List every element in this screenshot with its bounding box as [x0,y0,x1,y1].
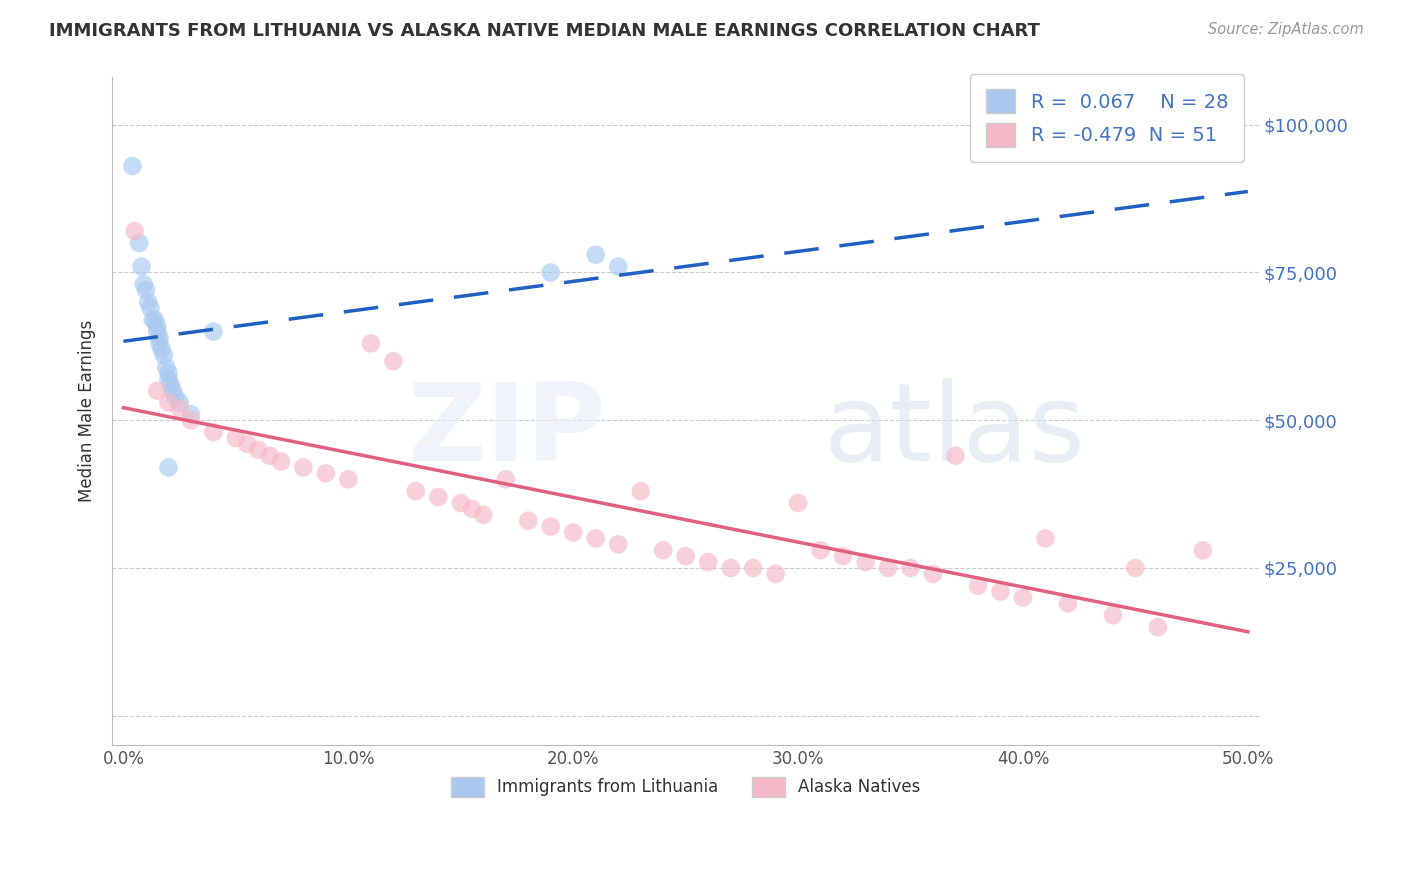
Point [165,390,187,404]
Point [1012,591,1035,605]
Point [157,395,180,409]
Point [146,384,169,398]
Point [900,561,922,575]
Point [136,295,159,310]
Point [945,449,967,463]
Point [1147,620,1170,634]
Point [162,384,184,398]
Point [202,425,225,439]
Point [450,496,472,510]
Point [1035,532,1057,546]
Point [315,467,337,481]
Point [967,579,990,593]
Point [128,235,150,250]
Text: Source: ZipAtlas.com: Source: ZipAtlas.com [1208,22,1364,37]
Point [427,490,450,504]
Point [132,277,155,292]
Point [143,312,166,326]
Point [1125,561,1147,575]
Text: atlas: atlas [824,378,1085,484]
Point [607,537,630,551]
Point [157,372,180,386]
Point [236,437,259,451]
Point [810,543,832,558]
Point [169,395,191,409]
Point [121,159,143,173]
Point [607,260,630,274]
Point [337,472,360,486]
Point [259,449,281,463]
Point [150,343,173,357]
Point [148,330,170,344]
Point [517,514,540,528]
Point [360,336,382,351]
Point [157,460,180,475]
Point [630,484,652,499]
Point [461,501,484,516]
Point [742,561,765,575]
Point [292,460,315,475]
Point [765,566,787,581]
Point [382,354,405,368]
Point [832,549,855,564]
Legend: Immigrants from Lithuania, Alaska Natives: Immigrants from Lithuania, Alaska Native… [444,770,928,804]
Point [135,283,157,297]
Point [540,519,562,533]
Text: IMMIGRANTS FROM LITHUANIA VS ALASKA NATIVE MEDIAN MALE EARNINGS CORRELATION CHAR: IMMIGRANTS FROM LITHUANIA VS ALASKA NATI… [49,22,1040,40]
Point [146,318,169,333]
Point [405,484,427,499]
Point [1057,597,1080,611]
Point [159,377,181,392]
Point [1102,608,1125,623]
Point [495,472,517,486]
Point [652,543,675,558]
Point [142,312,165,326]
Point [180,413,202,427]
Point [131,260,153,274]
Point [153,348,176,362]
Y-axis label: Median Male Earnings: Median Male Earnings [79,320,96,502]
Point [155,359,177,374]
Point [585,248,607,262]
Point [148,336,170,351]
Point [562,525,585,540]
Point [180,407,202,421]
Point [585,532,607,546]
Point [697,555,720,569]
Point [157,366,180,380]
Point [124,224,146,238]
Point [877,561,900,575]
Point [787,496,810,510]
Text: ZIP: ZIP [406,378,606,484]
Point [540,265,562,279]
Point [922,566,945,581]
Point [169,401,191,416]
Point [146,325,169,339]
Point [270,454,292,468]
Point [225,431,247,445]
Point [139,301,162,315]
Point [855,555,877,569]
Point [1192,543,1215,558]
Point [720,561,742,575]
Point [675,549,697,564]
Point [202,325,225,339]
Point [990,584,1012,599]
Point [472,508,495,522]
Point [247,442,270,457]
